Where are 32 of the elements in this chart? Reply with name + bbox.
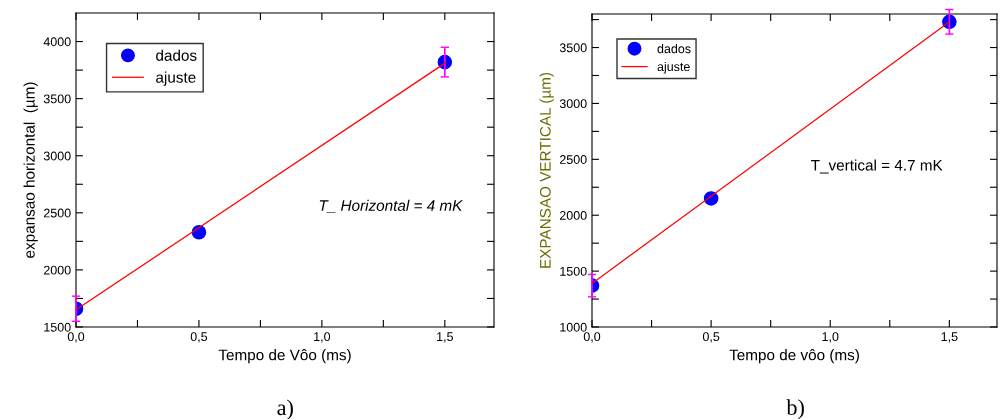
y-tick-label: 3500 bbox=[43, 94, 71, 104]
y-tick-label: 4000 bbox=[43, 37, 71, 47]
x-tick-label: 1,5 bbox=[437, 332, 453, 343]
x-tick-label: 0,0 bbox=[583, 332, 601, 343]
x-tick-label: 0,0 bbox=[67, 332, 85, 343]
y-tick-label: 2500 bbox=[559, 155, 587, 164]
y-axis-title: EXPANSAO VERTICAL (µm) bbox=[539, 72, 554, 268]
y-tick-label: 1500 bbox=[44, 322, 71, 332]
y-tick-label: 3000 bbox=[559, 99, 587, 109]
text: a) bbox=[277, 399, 293, 419]
y-tick-label: 2000 bbox=[559, 211, 587, 220]
text: b) bbox=[786, 399, 804, 419]
x-tick-label: 1,0 bbox=[822, 332, 839, 343]
legend-label: dados bbox=[657, 44, 691, 54]
x-tick-label: 0,5 bbox=[190, 332, 208, 343]
legend-label: ajuste bbox=[657, 61, 690, 74]
y-tick-label: 3000 bbox=[43, 151, 71, 161]
y-tick-label: 3500 bbox=[559, 43, 587, 53]
legend-label: ajuste bbox=[156, 71, 196, 86]
annotation: T_vertical = 4.7 mK bbox=[811, 159, 943, 174]
x-tick-label: 1,5 bbox=[941, 332, 958, 343]
y-tick-label: 1000 bbox=[560, 322, 587, 332]
x-axis-title: Tempo de vôo (ms) bbox=[729, 349, 859, 364]
x-tick-label: 1,0 bbox=[314, 332, 331, 343]
legend-label: dados bbox=[156, 49, 197, 61]
x-axis-title: Tempo de Vôo (ms) bbox=[218, 349, 351, 364]
annotation: T_ Horizontal = 4 mK bbox=[319, 199, 463, 213]
x-tick-label: 0,5 bbox=[702, 332, 720, 343]
y-tick-label: 1500 bbox=[560, 266, 587, 276]
y-tick-label: 2500 bbox=[43, 208, 71, 218]
y-tick-label: 2000 bbox=[43, 265, 71, 275]
y-axis-title: expansao horizontal (µm) bbox=[23, 82, 38, 258]
